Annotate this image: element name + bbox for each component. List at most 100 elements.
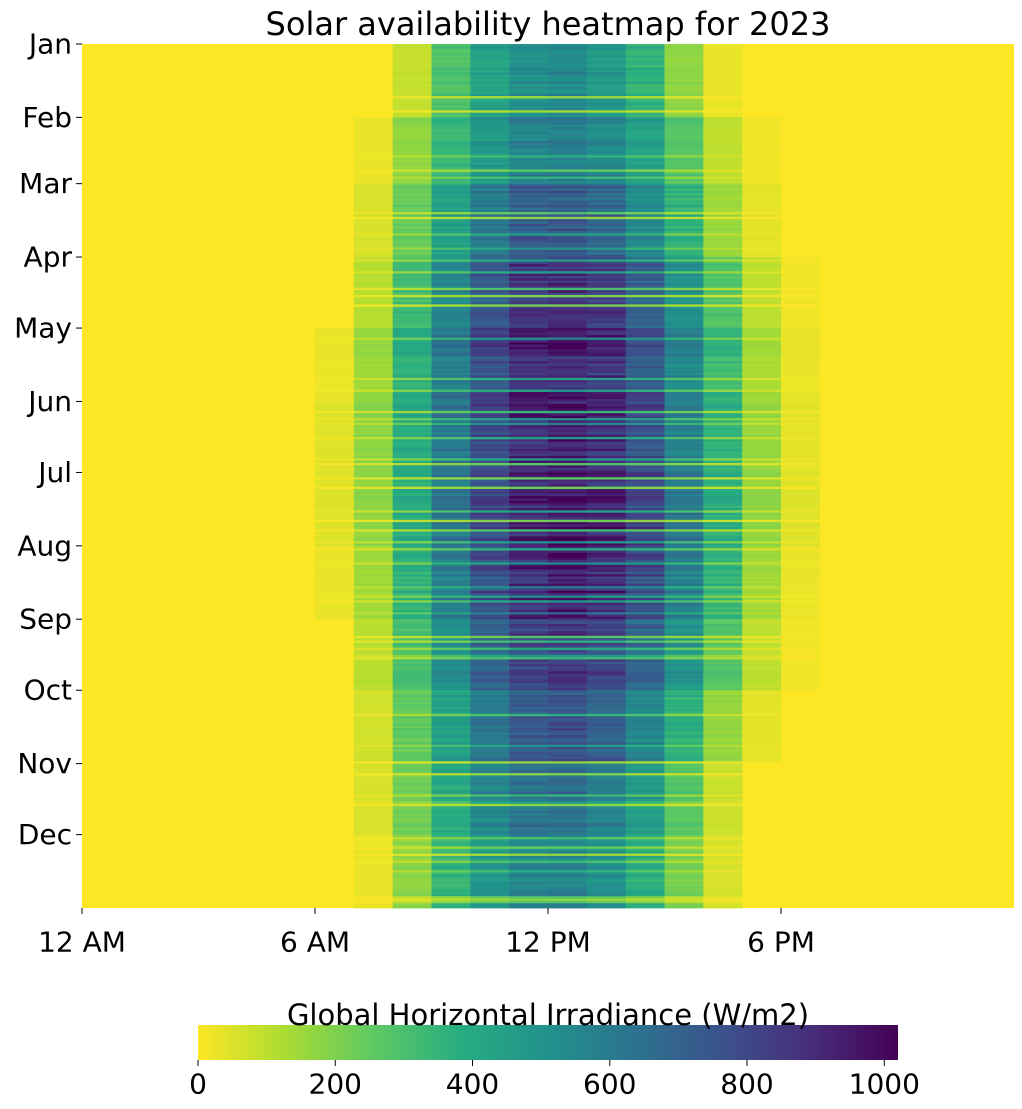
- heatmap-cell: [586, 761, 627, 765]
- heatmap-cell: [625, 879, 665, 883]
- heatmap-cell: [470, 647, 510, 651]
- heatmap-cell: [470, 420, 510, 424]
- heatmap-cell: [353, 214, 394, 218]
- heatmap-cell: [625, 543, 665, 547]
- heatmap-cell: [509, 683, 549, 686]
- heatmap-cell: [664, 489, 704, 492]
- heatmap-cell: [353, 550, 394, 554]
- heatmap-cell: [781, 493, 821, 497]
- heatmap-cell: [470, 380, 510, 383]
- heatmap-cell: [470, 382, 510, 386]
- heatmap-cell: [353, 181, 394, 185]
- heatmap-cell: [392, 877, 432, 880]
- heatmap-cell: [353, 304, 394, 308]
- heatmap-cell: [742, 238, 782, 241]
- heatmap-cell: [315, 337, 355, 341]
- heatmap-cell: [392, 391, 432, 395]
- heatmap-cell: [509, 96, 549, 99]
- heatmap-cell: [703, 51, 743, 54]
- heatmap-cell: [742, 413, 782, 417]
- heatmap-cell: [742, 515, 782, 518]
- heatmap-cell: [703, 588, 743, 592]
- heatmap-cell: [625, 581, 665, 585]
- heatmap-cell: [548, 451, 588, 454]
- heatmap-cell: [470, 349, 510, 353]
- heatmap-cell: [703, 290, 743, 293]
- heatmap-cell: [548, 58, 588, 61]
- heatmap-cell: [703, 124, 743, 128]
- heatmap-cell: [664, 818, 704, 821]
- heatmap-cell: [470, 844, 510, 847]
- heatmap-cell: [509, 183, 549, 187]
- heatmap-cell: [742, 176, 782, 180]
- heatmap-cell: [586, 285, 627, 289]
- heatmap-cell: [586, 526, 627, 530]
- x-axis: 12 AM 6 AM 12 PM 6 PM: [38, 908, 815, 959]
- heatmap-cell: [509, 365, 549, 369]
- heatmap-cell: [353, 723, 394, 727]
- heatmap-cell: [470, 266, 510, 270]
- heatmap-cell: [586, 273, 627, 277]
- heatmap-cell: [470, 458, 510, 462]
- heatmap-cell: [586, 231, 627, 234]
- heatmap-cell: [392, 60, 432, 64]
- heatmap-cell: [470, 219, 510, 222]
- heatmap-cell: [625, 631, 665, 634]
- heatmap-cell: [509, 231, 549, 234]
- heatmap-cell: [703, 285, 743, 289]
- heatmap-cell: [470, 749, 510, 753]
- heatmap-cell: [548, 178, 588, 182]
- heatmap-cell: [470, 541, 510, 544]
- heatmap-cell: [431, 48, 471, 52]
- heatmap-cell: [625, 614, 665, 618]
- heatmap-cell: [470, 408, 510, 412]
- heatmap-cell: [392, 124, 432, 128]
- heatmap-cell: [431, 458, 471, 462]
- heatmap-cell: [392, 283, 432, 286]
- heatmap-cell: [470, 167, 510, 170]
- heatmap-cell: [703, 214, 743, 218]
- heatmap-cell: [742, 249, 782, 253]
- heatmap-cell: [664, 91, 704, 95]
- heatmap-cell: [625, 410, 665, 414]
- heatmap-cell: [509, 560, 549, 563]
- heatmap-cell: [625, 649, 665, 653]
- heatmap-cell: [509, 649, 549, 653]
- heatmap-cell: [509, 654, 549, 658]
- heatmap-cell: [509, 472, 549, 476]
- heatmap-cell: [509, 889, 549, 892]
- heatmap-cell: [625, 605, 665, 608]
- heatmap-cell: [548, 51, 588, 54]
- heatmap-cell: [509, 758, 549, 762]
- heatmap-cell: [431, 761, 471, 765]
- heatmap-cell: [586, 460, 627, 464]
- heatmap-cell: [586, 597, 627, 601]
- heatmap-cell: [586, 846, 627, 850]
- heatmap-cell: [586, 462, 627, 466]
- heatmap-cell: [548, 342, 588, 346]
- heatmap-cell: [548, 420, 588, 424]
- heatmap-cell: [586, 844, 627, 847]
- heatmap-cell: [586, 889, 627, 892]
- heatmap-cell: [664, 642, 704, 646]
- heatmap-cell: [664, 898, 704, 902]
- heatmap-cell: [664, 399, 704, 402]
- heatmap-cell: [548, 747, 588, 750]
- heatmap-cell: [664, 164, 704, 168]
- heatmap-cell: [315, 576, 355, 580]
- heatmap-cell: [353, 373, 394, 376]
- heatmap-cell: [431, 597, 471, 601]
- heatmap-cell: [315, 548, 355, 551]
- heatmap-cell: [315, 467, 355, 471]
- heatmap-cell: [392, 259, 432, 263]
- heatmap-cell: [664, 195, 704, 199]
- heatmap-cell: [586, 571, 627, 575]
- heatmap-cell: [353, 855, 394, 859]
- heatmap-cell: [431, 240, 471, 244]
- heatmap-cell: [392, 893, 432, 897]
- chart-title: Solar availability heatmap for 2023: [265, 5, 831, 43]
- heatmap-cell: [586, 53, 627, 57]
- heatmap-cell: [470, 181, 510, 185]
- heatmap-cell: [431, 735, 471, 738]
- heatmap-cell: [509, 266, 549, 270]
